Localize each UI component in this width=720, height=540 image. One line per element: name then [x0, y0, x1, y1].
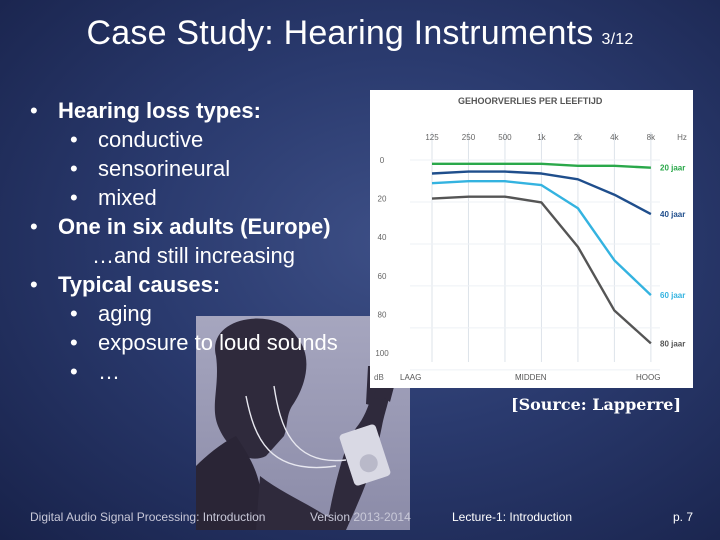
x-unit-label: Hz — [677, 133, 687, 142]
slide-title-row: Case Study: Hearing Instruments 3/12 — [0, 14, 720, 53]
band-label: LAAG — [400, 373, 421, 382]
series-line — [431, 195, 652, 345]
footer-lecture: Lecture-1: Introduction — [452, 510, 573, 524]
bullet-item: • Typical causes: — [30, 270, 220, 299]
bullet-text: sensorineural — [98, 156, 231, 181]
bullet-marker: • — [30, 214, 38, 239]
bullet-marker: • — [70, 330, 78, 355]
chart-title: GEHOORVERLIES PER LEEFTIJD — [458, 96, 603, 106]
x-tick-label: 250 — [462, 133, 476, 142]
bullet-item: • Hearing loss types: — [30, 96, 261, 125]
sub-bullet-item: • sensorineural — [70, 154, 230, 183]
y-tick-label: 0 — [380, 156, 385, 165]
x-tick-label: 500 — [498, 133, 512, 142]
x-tick-label: 1k — [537, 133, 546, 142]
bullet-text: …and still increasing — [92, 243, 295, 268]
series-line — [431, 180, 652, 296]
y-tick-label: 20 — [378, 195, 387, 204]
bullet-text: mixed — [98, 185, 157, 210]
footer-version: Version 2013-2014 — [310, 510, 411, 524]
y-tick-label: 100 — [375, 349, 389, 358]
y-tick-label: 60 — [378, 272, 387, 281]
footer-course: Digital Audio Signal Processing: Introdu… — [30, 510, 266, 524]
footer-page-number: p. 7 — [673, 510, 694, 524]
bullet-text: aging — [98, 301, 152, 326]
slide-title: Case Study: Hearing Instruments — [86, 14, 594, 52]
band-label: MIDDEN — [515, 373, 547, 382]
y-tick-label: 80 — [378, 310, 387, 319]
bullet-text: … — [98, 359, 120, 384]
bullet-marker: • — [30, 272, 38, 297]
series-line — [431, 170, 652, 216]
bullet-text: conductive — [98, 127, 204, 152]
bullet-marker: • — [70, 301, 78, 326]
series-label: 40 jaar — [660, 210, 685, 219]
sub-bullet-item: …and still increasing — [92, 241, 295, 270]
series-label: 60 jaar — [660, 291, 685, 300]
bullet-text: Hearing loss types: — [58, 98, 261, 123]
sub-bullet-item: •… — [70, 357, 120, 386]
series-label: 80 jaar — [660, 339, 685, 348]
series-line — [432, 162, 651, 169]
bullet-text: Typical causes: — [58, 272, 221, 297]
x-tick-label: 4k — [610, 133, 619, 142]
sub-bullet-item: • aging — [70, 299, 152, 328]
bullet-marker: • — [30, 98, 38, 123]
hearing-loss-chart: GEHOORVERLIES PER LEEFTIJD 125 250 500 1k 2k… — [370, 90, 693, 388]
x-tick-label: 8k — [647, 133, 656, 142]
bullet-marker: • — [70, 127, 78, 152]
bullet-text: exposure to loud sounds — [98, 330, 338, 355]
bullet-marker: • — [70, 359, 78, 384]
sub-bullet-item: • mixed — [70, 183, 157, 212]
bullet-marker: • — [70, 156, 78, 181]
slide-number: 3/12 — [601, 31, 634, 48]
bullet-item: • One in six adults (Europe) — [30, 212, 331, 241]
bullet-marker: • — [70, 185, 78, 210]
y-tick-label: 40 — [378, 233, 387, 242]
sub-bullet-item: • exposure to loud sounds — [70, 328, 338, 357]
x-tick-label: 2k — [574, 133, 583, 142]
y-unit-label: dB — [374, 373, 384, 382]
hearing-loss-chart-svg: GEHOORVERLIES PER LEEFTIJD 125 250 500 1k 2k… — [374, 96, 687, 382]
chart-source: [Source: Lapperre] — [511, 395, 682, 414]
series-label: 20 jaar — [660, 164, 685, 173]
bullet-text: One in six adults (Europe) — [58, 214, 331, 239]
x-tick-label: 125 — [425, 133, 439, 142]
sub-bullet-item: • conductive — [70, 125, 203, 154]
band-label: HOOG — [636, 373, 660, 382]
